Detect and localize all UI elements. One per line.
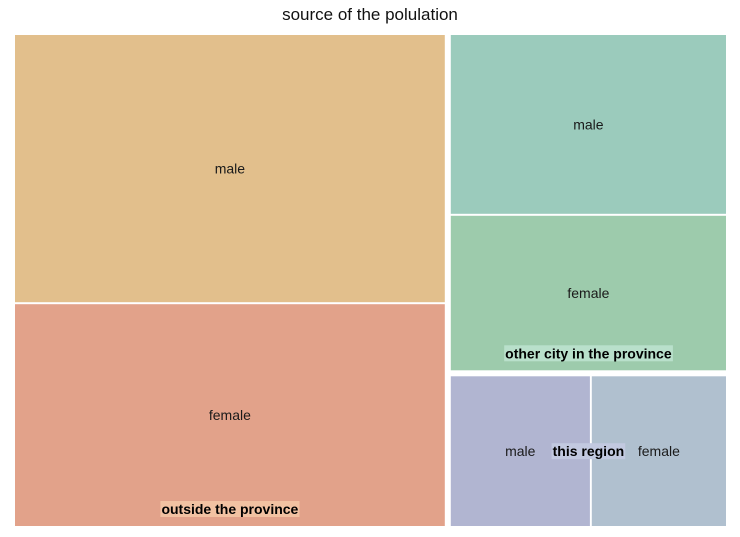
group-label: this region (553, 443, 625, 459)
treemap-tile (15, 35, 445, 303)
tile-label: male (573, 116, 604, 132)
tile-label: male (505, 443, 536, 459)
chart-title: source of the polulation (282, 5, 458, 24)
tile-label: male (215, 161, 246, 177)
group-label-background (160, 501, 300, 517)
treemap-tile (15, 304, 445, 526)
group-label: outside the province (161, 501, 298, 517)
treemap-tile (450, 35, 726, 214)
group-label-background (551, 443, 626, 460)
tile-label: female (638, 443, 680, 459)
tile-label: female (209, 407, 251, 423)
group-label: other city in the province (505, 345, 672, 361)
group-label-background (504, 345, 673, 362)
tile-label: female (567, 285, 609, 301)
treemap-tile (450, 215, 726, 371)
